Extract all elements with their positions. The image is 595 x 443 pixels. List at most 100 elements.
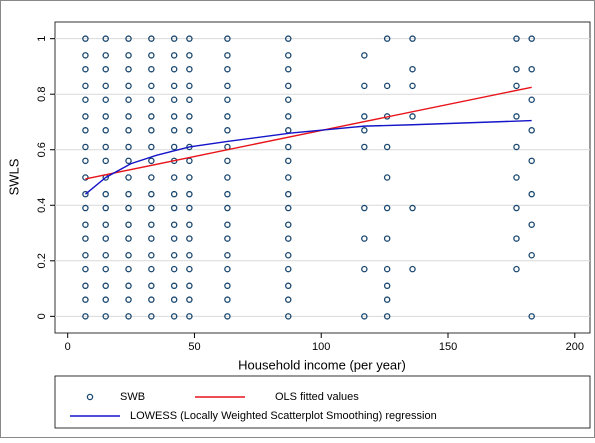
point [285, 221, 292, 228]
point [528, 96, 535, 104]
point [170, 282, 178, 290]
point [409, 204, 416, 212]
point [102, 221, 109, 228]
point [82, 282, 89, 290]
point [125, 52, 132, 59]
point [102, 52, 109, 59]
x-tick-label: 200 [566, 341, 584, 353]
point [148, 113, 155, 120]
point [186, 35, 193, 42]
point [361, 313, 368, 320]
y-axis-title: SWLS [6, 158, 21, 195]
point [170, 127, 178, 134]
point [285, 235, 292, 242]
point [361, 82, 368, 90]
point [528, 221, 535, 228]
point [82, 35, 89, 42]
point [513, 235, 520, 242]
point [285, 96, 292, 104]
point [170, 65, 178, 73]
point [186, 96, 193, 104]
point [528, 251, 535, 259]
point [82, 157, 89, 165]
point [125, 282, 132, 290]
point [170, 313, 178, 320]
point [148, 313, 155, 320]
point [513, 143, 520, 151]
point [170, 82, 178, 90]
point [82, 235, 89, 242]
point [82, 251, 89, 259]
point [224, 251, 231, 259]
point [148, 251, 155, 259]
point [102, 190, 109, 198]
point [102, 143, 109, 151]
point [125, 127, 132, 134]
point [224, 82, 231, 90]
y-tick-label: 0.8 [36, 87, 48, 102]
point [285, 113, 292, 120]
legend-marker [86, 393, 94, 401]
point [383, 313, 391, 320]
point [285, 204, 292, 212]
point [170, 251, 178, 259]
point [409, 35, 416, 42]
point [285, 65, 292, 73]
point [148, 157, 155, 165]
point [125, 113, 132, 120]
point [186, 52, 193, 59]
point [170, 221, 178, 228]
point [148, 96, 155, 104]
point [186, 190, 193, 198]
point [186, 174, 193, 181]
point [513, 82, 520, 90]
point [513, 113, 520, 120]
legend-box [54, 375, 591, 429]
point [125, 82, 132, 90]
point [224, 127, 231, 134]
point [285, 143, 292, 151]
point [125, 265, 132, 273]
point [186, 221, 193, 228]
point [528, 313, 535, 320]
point [186, 65, 193, 73]
point [383, 235, 391, 242]
point [170, 143, 178, 151]
point [361, 265, 368, 273]
point [82, 190, 89, 198]
point [102, 265, 109, 273]
point [224, 65, 231, 73]
point [82, 82, 89, 90]
point [125, 190, 132, 198]
point [285, 157, 292, 165]
point [148, 65, 155, 73]
point [186, 235, 193, 242]
point [170, 174, 178, 181]
point [513, 174, 520, 181]
y-tick-label: 1 [36, 36, 48, 42]
x-tick-label: 0 [65, 341, 71, 353]
point [528, 65, 535, 73]
y-tick-label: 0.4 [36, 198, 48, 213]
point [224, 296, 231, 303]
point [513, 35, 520, 42]
point [170, 190, 178, 198]
point [224, 157, 231, 165]
point [125, 143, 132, 151]
point [224, 204, 231, 212]
point [383, 82, 391, 90]
point [513, 204, 520, 212]
point [170, 52, 178, 59]
legend-label: OLS fitted values [275, 391, 359, 403]
point [361, 127, 368, 134]
point [148, 204, 155, 212]
plot-area [54, 21, 591, 334]
point [285, 82, 292, 90]
point [361, 143, 368, 151]
point [224, 235, 231, 242]
point [186, 265, 193, 273]
point [82, 143, 89, 151]
point [148, 143, 155, 151]
